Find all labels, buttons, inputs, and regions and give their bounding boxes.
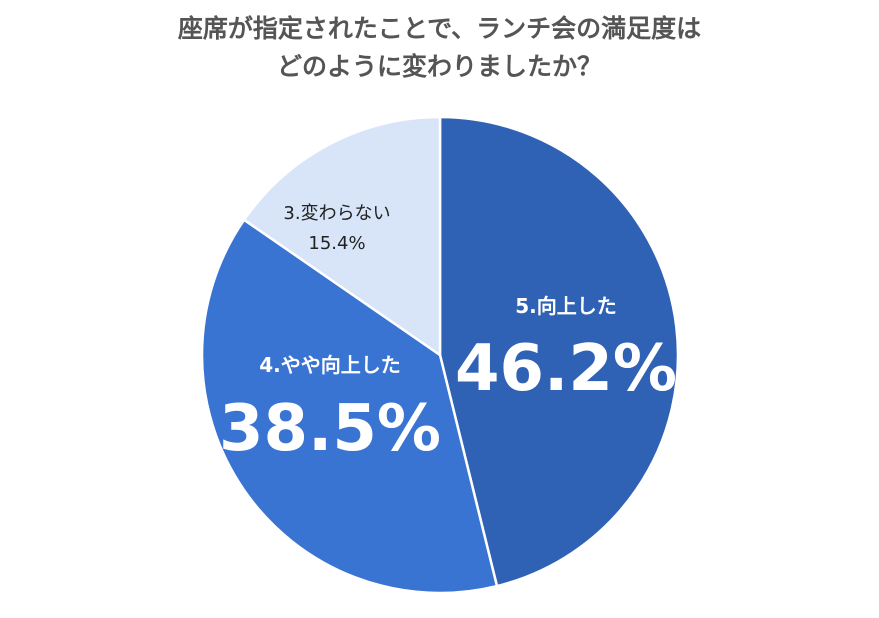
slice-label-1: 5.向上した <box>515 294 617 318</box>
slice-value-2: 38.5% <box>219 392 441 466</box>
slice-label-2: 4.やや向上した <box>259 353 401 377</box>
slice-value-3: 15.4% <box>308 233 365 254</box>
slice-label-3: 3.変わらない <box>283 203 390 224</box>
chart-subtitle: どのように変わりましたか？ <box>276 52 602 81</box>
pie-slice-3 <box>242 115 442 357</box>
pie-slice-2 <box>200 218 499 595</box>
slice-value-1: 46.2% <box>455 332 677 406</box>
chart-title: 座席が指定されたことで、ランチ会の満足度は <box>177 14 702 43</box>
pie-slice-1 <box>438 115 680 588</box>
